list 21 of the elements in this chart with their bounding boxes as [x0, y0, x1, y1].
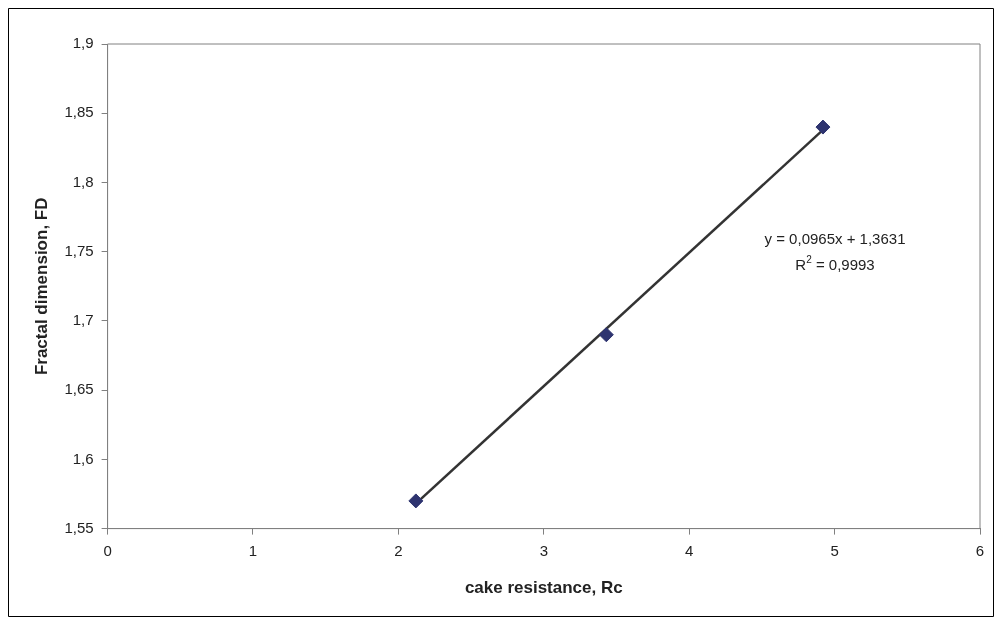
- point: [598, 327, 614, 343]
- annotation: y = 0,0965x + 1,3631: [764, 230, 906, 248]
- x-axis-title: cake resistance, Rc: [464, 578, 623, 598]
- x-tick-label: 5: [830, 541, 839, 559]
- y-tick-label: 1,55: [64, 518, 94, 536]
- y-axis-title: Fractal dimension, FD: [31, 197, 51, 376]
- point: [408, 493, 424, 509]
- x-tick-label: 3: [539, 541, 548, 559]
- point: [815, 119, 831, 135]
- y-tick-label: 1,9: [72, 34, 94, 52]
- x-tick-label: 4: [685, 541, 694, 559]
- y-tick-label: 1,6: [72, 449, 94, 467]
- y-tick-label: 1,7: [72, 311, 94, 329]
- x-tick-label: 6: [975, 541, 985, 559]
- y-tick-label: 1,65: [64, 380, 94, 398]
- y-tick-label: 1,8: [72, 172, 94, 190]
- x-tick-label: 1: [248, 541, 258, 559]
- x-tick-label: 2: [394, 541, 403, 559]
- y-tick-label: 1,85: [64, 103, 94, 121]
- y-tick-label: 1,75: [64, 241, 94, 259]
- x-tick-label: 0: [103, 541, 112, 559]
